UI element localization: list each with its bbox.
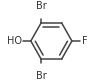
Text: Br: Br xyxy=(36,1,47,11)
Text: Br: Br xyxy=(36,71,47,81)
Text: HO: HO xyxy=(7,36,22,46)
Text: F: F xyxy=(82,36,88,46)
